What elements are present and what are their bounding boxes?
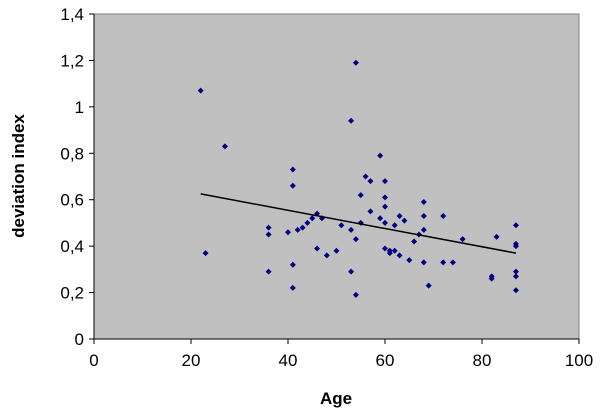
data-point (391, 222, 398, 229)
data-point (382, 245, 388, 252)
axes (93, 14, 579, 340)
data-point (289, 182, 296, 189)
data-point (377, 152, 384, 159)
data-point (420, 212, 427, 219)
trendline-group (200, 193, 517, 254)
data-point (338, 222, 345, 229)
data-point (420, 259, 427, 266)
y-tick-label: 1,4 (60, 5, 84, 24)
data-point (411, 238, 418, 245)
y-tick-label: 0,4 (60, 237, 84, 256)
data-point (420, 199, 427, 206)
data-point (333, 247, 340, 254)
data-point (348, 117, 355, 124)
data-point (265, 268, 272, 275)
data-point (382, 203, 388, 210)
data-point (420, 226, 427, 233)
data-point (323, 252, 330, 259)
data-point (352, 291, 359, 298)
data-point (425, 282, 432, 289)
y-axis-title: deviation index (9, 114, 28, 238)
data-point (406, 257, 413, 264)
y-tick-label: 0,8 (60, 144, 84, 163)
data-point (488, 275, 495, 282)
data-point (386, 250, 393, 257)
x-axis-title: Age (320, 389, 352, 408)
data-point (289, 284, 296, 291)
data-point (512, 243, 519, 250)
data-point (493, 233, 500, 240)
x-tick-label: 40 (279, 351, 298, 370)
data-point (294, 226, 301, 233)
data-point (396, 212, 403, 219)
data-point (265, 231, 272, 238)
data-point (512, 273, 519, 280)
x-tick-label: 100 (565, 351, 593, 370)
data-point (459, 236, 466, 243)
data-point (367, 208, 374, 215)
data-point (396, 252, 403, 259)
data-point (197, 87, 204, 94)
data-point (314, 245, 321, 252)
data-point (357, 192, 364, 199)
data-point (309, 215, 316, 222)
trendline (200, 193, 517, 254)
plot-area (93, 13, 580, 340)
data-point (367, 178, 374, 185)
data-point (289, 166, 296, 173)
data-point (285, 229, 291, 236)
data-point (348, 226, 355, 233)
y-tick-label: 0 (75, 330, 84, 349)
data-point (289, 261, 296, 268)
data-point (382, 194, 388, 201)
data-point (512, 268, 519, 275)
data-point (265, 224, 272, 231)
data-point (362, 173, 369, 180)
data-point (202, 250, 209, 257)
data-point (512, 287, 519, 294)
data-point (352, 236, 359, 243)
x-tick-label: 20 (182, 351, 201, 370)
x-tick-label: 0 (89, 351, 98, 370)
data-point (352, 59, 359, 66)
ticks: 0 0,2 0,4 0,6 0,8 1 1,2 1,4 0 20 40 60 80 100 (60, 5, 593, 370)
x-tick-label: 60 (376, 351, 395, 370)
data-point (377, 215, 384, 222)
data-point (382, 178, 388, 185)
data-point (304, 219, 311, 226)
data-point (401, 217, 408, 224)
data-point (221, 143, 228, 150)
y-tick-label: 0,6 (60, 191, 84, 210)
data-point (299, 224, 306, 231)
data-point (512, 222, 519, 229)
y-tick-label: 0,2 (60, 284, 84, 303)
data-point (348, 268, 355, 275)
data-point (382, 219, 388, 226)
data-point (391, 247, 398, 254)
data-point (440, 212, 447, 219)
y-tick-label: 1,2 (60, 51, 84, 70)
x-tick-label: 80 (473, 351, 492, 370)
data-point (440, 259, 447, 266)
data-point (449, 259, 456, 266)
data-points (197, 59, 519, 298)
y-tick-label: 1 (75, 98, 84, 117)
